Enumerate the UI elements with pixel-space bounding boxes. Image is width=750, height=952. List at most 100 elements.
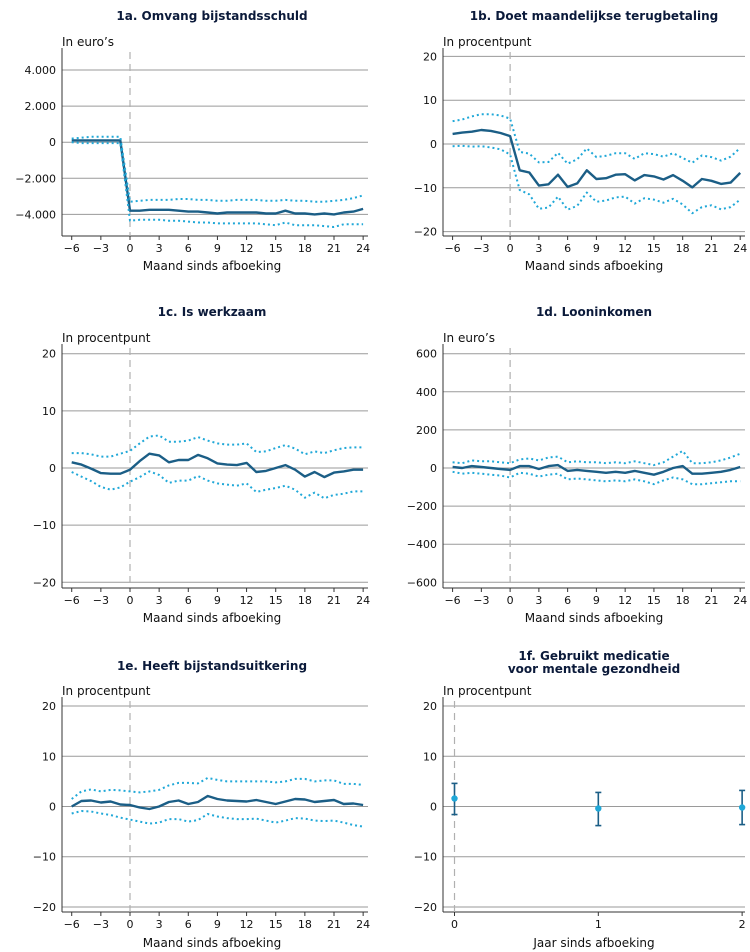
panel-1d-plot: 600 400 200 0 −200 −400 −600 −6 −3 0 3 6 9 12 15 18 21 24 [407,344,747,607]
x-tick-label: −6 [64,918,80,931]
y-tick-label: 0 [49,462,56,475]
x-tick-label: 18 [298,918,312,931]
x-tick-label: 18 [298,242,312,255]
x-tick-label: −3 [473,242,489,255]
series-upper-line [71,135,364,203]
series-lower-line [71,810,364,828]
y-tick-label: 0 [430,462,437,475]
y-tick-label: −600 [407,576,437,589]
x-tick-label: 15 [269,242,283,255]
data-point [738,804,746,811]
y-tick-label: 20 [42,348,56,361]
y-tick-label: −4.000 [15,208,56,221]
y-tick-label: −20 [414,226,437,239]
panel-1a-xlabel: Maand sinds afboeking [143,259,281,273]
x-tick-label: 3 [156,594,163,607]
y-tick-label: 4.000 [25,64,57,77]
series-estimate-line [452,463,741,476]
y-tick-label: 600 [416,348,437,361]
panel-1d-unit: In euro’s [443,331,495,345]
x-tick-label: 15 [269,918,283,931]
panel-1a: 1a. Omvang bijstandsschuld In euro’s Maa… [62,9,308,273]
y-tick-label: 400 [416,386,437,399]
x-tick-label: 3 [535,242,542,255]
x-tick-label: 12 [240,242,254,255]
series-upper-line [71,434,364,458]
y-tick-label: 0 [49,801,56,814]
x-tick-label: −6 [64,242,80,255]
series-upper-line [71,776,364,800]
x-tick-label: 6 [564,594,571,607]
panel-1b-unit: In procentpunt [443,35,532,49]
panel-1b-xlabel: Maand sinds afboeking [525,259,663,273]
x-tick-label: −3 [93,242,109,255]
panel-1c: 1c. Is werkzaam In procentpunt Maand sin… [62,305,281,625]
x-tick-label: 12 [618,594,632,607]
x-tick-label: 0 [127,594,134,607]
y-tick-label: 20 [42,700,56,713]
panel-1f-xlabel: Jaar sinds afboeking [532,936,654,950]
x-tick-label: 9 [593,594,600,607]
x-tick-label: 6 [185,594,192,607]
x-tick-label: 3 [156,918,163,931]
y-tick-label: 200 [416,424,437,437]
x-tick-label: 21 [704,242,718,255]
series-lower-line [452,144,741,215]
x-tick-label: 21 [327,594,341,607]
panel-1e-unit: In procentpunt [62,684,151,698]
y-tick-label: −200 [407,500,437,513]
x-tick-label: 24 [733,242,747,255]
x-tick-label: 0 [127,918,134,931]
panel-1c-unit: In procentpunt [62,331,151,345]
panel-1f: 1f. Gebruikt medicatie voor mentale gezo… [443,649,680,950]
panel-1e-title: 1e. Heeft bijstandsuitkering [117,659,307,673]
y-tick-label: −20 [33,901,56,914]
y-tick-label: 10 [42,405,56,418]
x-tick-label: −6 [64,594,80,607]
series-lower-line [71,470,364,500]
y-tick-label: 20 [423,50,437,63]
y-tick-label: −10 [414,851,437,864]
x-tick-label: 18 [298,594,312,607]
series-estimate-line [71,452,364,479]
x-tick-label: 18 [676,242,690,255]
x-tick-label: 21 [327,918,341,931]
y-tick-label: −10 [33,851,56,864]
x-tick-label: 24 [733,594,747,607]
panel-1d-title: 1d. Looninkomen [536,305,652,319]
x-tick-label: −6 [444,594,460,607]
panel-1a-plot: 4.000 2.000 0 −2.000 −4.000 −6 −3 0 3 6 9 12 15 18 21 2… [15,48,370,255]
panel-1b-title: 1b. Doet maandelijkse terugbetaling [470,9,719,23]
x-tick-label: 6 [185,918,192,931]
panel-1f-title-line1: 1f. Gebruikt medicatie [518,649,669,663]
y-tick-label: −2.000 [15,172,56,185]
x-tick-label: 9 [214,242,221,255]
y-tick-label: 0 [430,138,437,151]
x-tick-label: 3 [535,594,542,607]
series-upper-line [452,449,741,467]
x-tick-label: 12 [240,594,254,607]
y-tick-label: 0 [49,136,56,149]
panel-1b: 1b. Doet maandelijkse terugbetaling In p… [443,9,718,273]
x-tick-label: 15 [647,242,661,255]
data-point [595,805,602,812]
panel-1f-unit: In procentpunt [443,684,532,698]
x-tick-label: −3 [473,594,489,607]
y-tick-label: 10 [423,94,437,107]
data-point [451,795,458,802]
x-tick-label: 0 [127,242,134,255]
x-tick-label: 24 [356,242,370,255]
panel-1a-unit: In euro’s [62,35,114,49]
x-tick-label: 1 [595,918,602,931]
panel-1d: 1d. Looninkomen In euro’s Maand sinds af… [443,305,663,625]
panel-1e-xlabel: Maand sinds afboeking [143,936,281,950]
x-tick-label: 3 [156,242,163,255]
x-tick-label: 9 [593,242,600,255]
x-tick-label: 6 [185,242,192,255]
y-tick-label: 20 [423,700,437,713]
x-tick-label: 24 [356,918,370,931]
y-tick-label: 10 [42,750,56,763]
x-tick-label: 2 [739,918,746,931]
series-estimate-line [71,794,364,811]
